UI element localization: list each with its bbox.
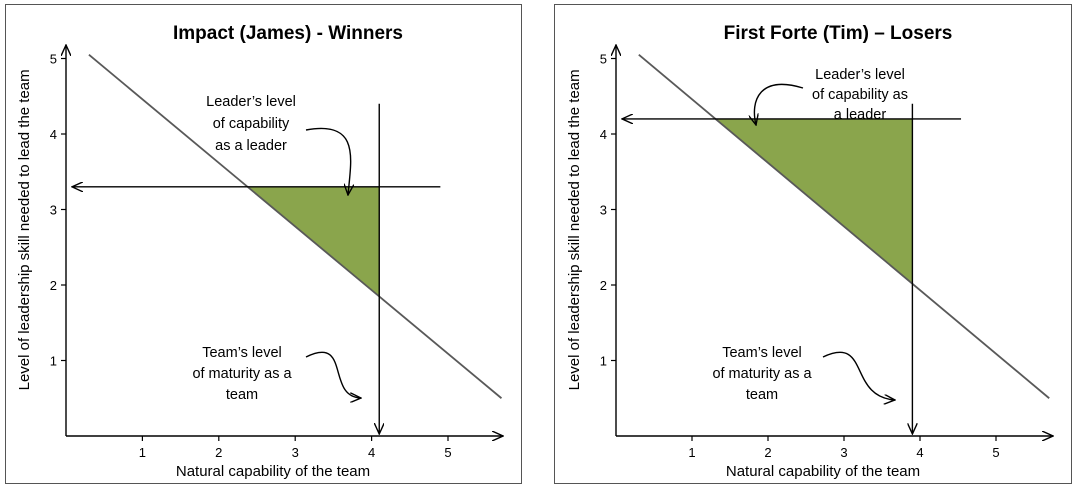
chart-title: Impact (James) - Winners [173, 23, 403, 44]
leader-annotation-arrow [305, 127, 351, 195]
chart-title: First Forte (Tim) – Losers [724, 23, 953, 44]
y-tick-label: 2 [50, 278, 57, 293]
leader-annotation: Leader’s level of capability as a leader [812, 67, 908, 123]
team-annotation-line: team [746, 387, 778, 403]
x-tick-label: 2 [764, 445, 771, 460]
team-annotation-line: Team’s level [202, 345, 282, 361]
x-tick-label: 5 [992, 445, 999, 460]
x-tick-label: 2 [215, 445, 222, 460]
diagram-svg: Impact (James) - Winners 1 2 3 4 5 1 2 3 4 5 Natura… [16, 23, 520, 480]
x-tick-label: 5 [444, 445, 451, 460]
team-annotation: Team’s level of maturity as a team [192, 345, 292, 403]
x-tick-label: 1 [139, 445, 146, 460]
team-annotation-arrow [822, 351, 895, 400]
team-annotation: Team’s level of maturity as a team [712, 345, 812, 403]
team-annotation-line: of maturity as a [712, 366, 812, 382]
leader-annotation-line: Leader’s level [815, 67, 905, 83]
chart-panel-left: Impact (James) - Winners 1 2 3 4 5 1 2 3 4 5 Natura… [5, 4, 522, 484]
y-tick-label: 4 [600, 127, 607, 142]
y-tick-label: 3 [600, 203, 607, 218]
y-tick-label: 4 [50, 127, 57, 142]
leader-annotation-line: as a leader [215, 138, 287, 154]
x-axis-label: Natural capability of the team [726, 463, 920, 480]
y-tick-label: 1 [600, 354, 607, 369]
leader-annotation-line: of capability [213, 116, 290, 132]
leader-annotation-arrow [754, 83, 804, 125]
y-tick-label: 2 [600, 278, 607, 293]
x-tick-label: 3 [292, 445, 299, 460]
leader-annotation-line: a leader [834, 107, 887, 123]
leader-annotation-line: Leader’s level [206, 94, 296, 110]
x-tick-label: 3 [840, 445, 847, 460]
x-tick-label: 4 [916, 445, 923, 460]
y-tick-label: 1 [50, 354, 57, 369]
team-annotation-line: team [226, 387, 258, 403]
team-annotation-line: Team’s level [722, 345, 802, 361]
x-axis-label: Natural capability of the team [176, 463, 370, 480]
diagonal-line [638, 54, 1050, 399]
diagram-svg: First Forte (Tim) – Losers 1 2 3 4 5 1 2 3 4 5 Natu… [566, 23, 1070, 480]
leader-annotation: Leader’s level of capability as a leader [206, 94, 296, 154]
leader-annotation-line: of capability as [812, 87, 908, 103]
y-tick-label: 5 [50, 52, 57, 67]
diagonal-line [88, 54, 503, 399]
y-axis-label: Level of leadership skill needed to lead… [16, 69, 33, 390]
chart-panel-right: First Forte (Tim) – Losers 1 2 3 4 5 1 2 3 4 5 Natu… [554, 4, 1072, 484]
y-tick-label: 5 [600, 52, 607, 67]
x-tick-label: 1 [688, 445, 695, 460]
y-axis-label: Level of leadership skill needed to lead… [566, 69, 583, 390]
x-tick-label: 4 [368, 445, 375, 460]
team-annotation-line: of maturity as a [192, 366, 292, 382]
team-annotation-arrow [305, 351, 361, 398]
y-tick-label: 3 [50, 203, 57, 218]
